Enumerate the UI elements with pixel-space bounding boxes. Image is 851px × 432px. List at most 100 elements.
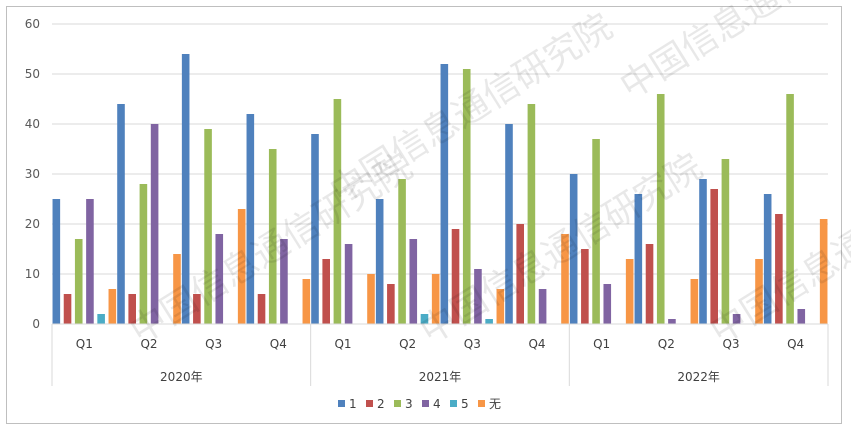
legend-label: 1 [349, 397, 357, 411]
legend-label: 4 [433, 397, 441, 411]
bar [505, 124, 513, 324]
legend-swatch [450, 400, 457, 407]
bar [668, 319, 676, 324]
bar [516, 224, 524, 324]
bar [128, 294, 136, 324]
bar [302, 279, 311, 324]
bar [431, 274, 440, 324]
x-tick-label: Q1 [593, 337, 610, 351]
bar [581, 249, 589, 324]
bar [690, 279, 699, 324]
bar [592, 139, 600, 324]
legend-swatch [478, 400, 485, 407]
bar [86, 199, 94, 324]
bar [375, 199, 384, 324]
legend-swatch [394, 400, 401, 407]
bar [52, 199, 61, 324]
bars [52, 54, 828, 324]
bar [634, 194, 643, 324]
bar [645, 244, 654, 324]
x-group-label: 2020年 [160, 370, 203, 384]
bar [117, 104, 125, 324]
bar [181, 54, 190, 324]
x-tick-label: Q3 [722, 337, 739, 351]
legend-item: 5 [450, 397, 469, 411]
bar [268, 149, 277, 324]
x-tick-label: Q4 [528, 337, 545, 351]
bar [710, 189, 718, 324]
x-tick-label: Q1 [76, 337, 93, 351]
x-tick-label: Q4 [787, 337, 804, 351]
legend-item: 1 [338, 397, 357, 411]
x-tick-label: Q2 [399, 337, 416, 351]
bar [786, 94, 794, 324]
bar [280, 239, 288, 324]
bar [561, 234, 569, 324]
bar [699, 179, 707, 324]
x-tick-label: Q3 [464, 337, 481, 351]
bar [485, 319, 493, 324]
bar [63, 294, 72, 324]
bar [538, 289, 547, 324]
bar [257, 294, 266, 324]
legend-label: 5 [461, 397, 469, 411]
bar [569, 174, 578, 324]
watermark-text: 中国信息通信研究院 [613, 0, 851, 108]
bar [311, 134, 319, 324]
bar [333, 99, 342, 324]
bar [797, 309, 806, 324]
bar [367, 274, 375, 324]
y-tick-label: 40 [25, 117, 40, 131]
bar [603, 284, 612, 324]
legend-label: 2 [377, 397, 385, 411]
bar [215, 234, 224, 324]
bar [625, 259, 634, 324]
bar [763, 194, 772, 324]
bar [344, 244, 353, 324]
bar [656, 94, 665, 324]
x-tick-label: Q1 [334, 337, 351, 351]
bar [732, 314, 741, 324]
bar [474, 269, 482, 324]
x-group-label: 2022年 [677, 370, 720, 384]
x-axis: Q1 Q2 Q3 Q4 Q1 Q2 Q3 Q4 Q1 Q2 Q3 Q4 2020年 2021年 2022年 [51, 323, 829, 386]
legend-item: 4 [422, 397, 441, 411]
bar [462, 69, 471, 324]
legend-label: 3 [405, 397, 413, 411]
bar [193, 294, 201, 324]
bar [74, 239, 83, 324]
bar [139, 184, 148, 324]
watermarks: 中国信息通信研究院中国信息通信研究院中国信息通信研究院中国信息通信研究院中国信息… [123, 0, 851, 353]
bar [440, 64, 449, 324]
bar [150, 124, 159, 324]
legend-item: 2 [366, 397, 385, 411]
bar [173, 254, 181, 324]
x-group-label: 2021年 [419, 370, 462, 384]
legend-swatch [422, 400, 429, 407]
x-tick-label: Q2 [140, 337, 157, 351]
legend: 1 2 3 4 5 无 [338, 397, 501, 411]
legend-swatch [338, 400, 345, 407]
bar [409, 239, 418, 324]
legend-swatch [366, 400, 373, 407]
y-tick-label: 20 [25, 217, 40, 231]
legend-item: 3 [394, 397, 413, 411]
bar [246, 114, 255, 324]
bar [451, 229, 460, 324]
bar [755, 259, 763, 324]
bar [775, 214, 783, 324]
bar [398, 179, 406, 324]
y-tick-label: 50 [25, 67, 40, 81]
y-tick-label: 30 [25, 167, 40, 181]
y-tick-label: 0 [32, 317, 40, 331]
bar [721, 159, 730, 324]
bar [108, 289, 117, 324]
bar [237, 209, 246, 324]
bar [322, 259, 330, 324]
bar [97, 314, 105, 324]
y-axis: 0 10 20 30 40 50 60 [25, 17, 40, 331]
y-tick-label: 60 [25, 17, 40, 31]
x-tick-label: Q3 [205, 337, 222, 351]
gridlines [52, 23, 828, 275]
